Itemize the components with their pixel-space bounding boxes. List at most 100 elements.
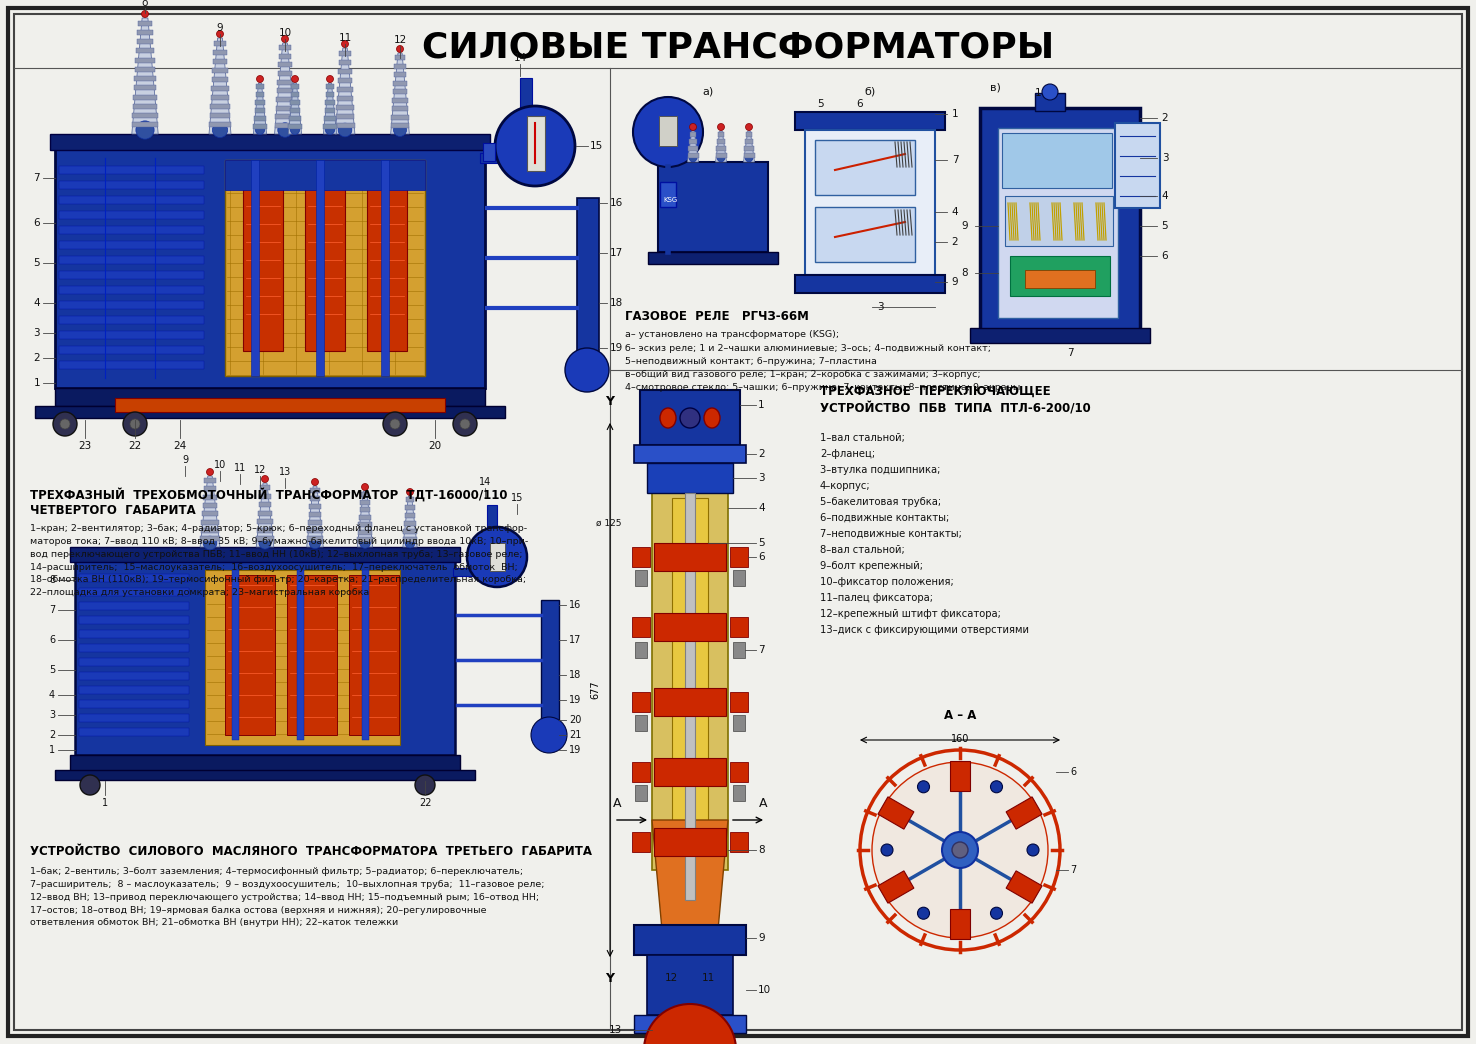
Text: 1: 1	[952, 109, 958, 119]
Text: 1: 1	[34, 378, 40, 388]
Text: 4: 4	[1162, 191, 1169, 201]
Bar	[80, 574, 189, 582]
Bar	[403, 528, 416, 533]
Bar	[338, 77, 353, 82]
Text: 11: 11	[233, 462, 246, 473]
Text: 5: 5	[759, 538, 765, 548]
Bar	[80, 728, 189, 736]
Circle shape	[325, 125, 335, 135]
Bar	[745, 132, 753, 137]
FancyBboxPatch shape	[878, 797, 914, 829]
Bar	[520, 78, 531, 148]
Bar	[254, 123, 267, 128]
Circle shape	[123, 412, 148, 436]
Polygon shape	[716, 130, 726, 162]
Bar	[55, 770, 475, 780]
Text: 9: 9	[952, 277, 958, 287]
Bar	[210, 104, 230, 110]
Bar	[635, 715, 646, 731]
Bar	[734, 785, 745, 801]
Bar	[254, 108, 266, 113]
Text: 10: 10	[759, 984, 770, 995]
Bar	[59, 346, 204, 354]
Text: 1: 1	[759, 400, 765, 410]
Bar	[255, 92, 264, 97]
Bar	[310, 496, 320, 501]
Bar	[308, 520, 322, 525]
Bar	[734, 715, 745, 731]
Bar	[291, 85, 298, 90]
Bar	[660, 182, 676, 207]
Bar	[658, 116, 677, 146]
Bar	[648, 252, 778, 264]
Circle shape	[291, 125, 300, 135]
Bar	[688, 152, 698, 158]
Bar	[980, 108, 1139, 333]
Text: 1–бак; 2–вентиль; 3–болт заземления; 4–термосифонный фильтр; 5–радиатор; 6–перек: 1–бак; 2–вентиль; 3–болт заземления; 4–т…	[30, 867, 545, 927]
Bar	[483, 143, 494, 161]
Bar	[59, 181, 204, 189]
Bar	[348, 575, 399, 735]
Polygon shape	[257, 483, 275, 547]
Text: ГАЗОВОЕ  РЕЛЕ   РГЧЗ-66М: ГАЗОВОЕ РЕЛЕ РГЧЗ-66М	[624, 310, 809, 323]
Bar	[133, 103, 156, 109]
Text: 12: 12	[254, 465, 266, 475]
Text: 1: 1	[102, 798, 108, 808]
Text: KSG: KSG	[663, 197, 677, 203]
Bar	[257, 536, 275, 541]
Text: 4: 4	[952, 207, 958, 217]
Bar	[394, 55, 406, 60]
Bar	[59, 301, 204, 309]
Bar	[734, 570, 745, 586]
Polygon shape	[744, 130, 754, 162]
Bar	[337, 95, 353, 100]
Circle shape	[360, 538, 370, 548]
Bar	[731, 547, 748, 567]
Circle shape	[633, 97, 703, 167]
Bar	[133, 113, 158, 118]
Text: ТРЕХФАЗНЫЙ  ТРЕХОБМОТОЧНЫЙ  ТРАНСФОРМАТОР  ТДТ-16000/110
ЧЕТВЕРТОГО  ГАБАРИТА: ТРЕХФАЗНЫЙ ТРЕХОБМОТОЧНЫЙ ТРАНСФОРМАТОР …	[30, 488, 508, 517]
Bar	[654, 688, 726, 716]
Bar	[213, 68, 227, 73]
Bar	[796, 112, 945, 130]
Bar	[654, 613, 726, 641]
Bar	[404, 513, 415, 518]
Polygon shape	[357, 491, 373, 547]
Bar	[214, 41, 226, 46]
Bar	[688, 145, 698, 150]
Text: 20: 20	[570, 715, 582, 725]
Bar	[59, 316, 204, 324]
Bar	[393, 89, 407, 94]
Bar	[404, 521, 416, 526]
Bar	[59, 286, 204, 294]
Bar	[325, 100, 335, 105]
Polygon shape	[323, 84, 337, 134]
Bar	[211, 86, 229, 91]
Bar	[134, 67, 155, 72]
Text: 16: 16	[610, 198, 623, 208]
Bar	[224, 160, 425, 190]
Bar	[335, 114, 354, 119]
Bar	[80, 630, 189, 638]
Polygon shape	[403, 496, 418, 547]
Text: 2: 2	[1162, 113, 1169, 123]
Text: 17: 17	[610, 248, 623, 258]
Bar	[1005, 196, 1113, 246]
Bar	[210, 122, 232, 127]
Bar	[244, 180, 283, 351]
Text: 6: 6	[856, 99, 863, 109]
Text: 1–кран; 2–вентилятор; 3–бак; 4–радиатор; 5–крюк; 6–переходный фланец с установко: 1–кран; 2–вентилятор; 3–бак; 4–радиатор;…	[30, 524, 528, 597]
Bar	[260, 494, 270, 498]
Text: 3: 3	[1162, 153, 1169, 163]
Text: А – А: А – А	[943, 709, 976, 722]
Bar	[307, 528, 323, 533]
Polygon shape	[688, 130, 698, 162]
Bar	[59, 241, 204, 250]
Bar	[453, 568, 503, 576]
Bar	[136, 40, 154, 44]
Polygon shape	[210, 38, 232, 134]
Bar	[393, 97, 407, 102]
Bar	[275, 123, 295, 127]
Circle shape	[53, 412, 77, 436]
Text: 3: 3	[34, 328, 40, 338]
